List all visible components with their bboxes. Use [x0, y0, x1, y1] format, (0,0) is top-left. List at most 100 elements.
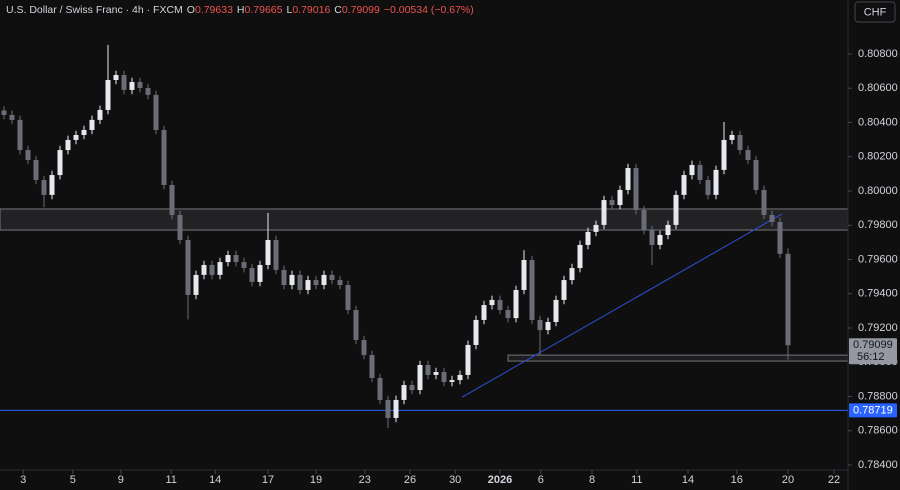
ohlc-label: O [187, 4, 195, 16]
candle-body [673, 194, 679, 225]
candle-body [457, 374, 463, 381]
candle-body [657, 235, 663, 245]
candle-body [513, 289, 519, 319]
y-tick-label: 0.79800 [858, 219, 898, 231]
candle-body [465, 344, 471, 375]
candle-body [297, 274, 303, 290]
support-zone [507, 354, 849, 362]
resistance-zone [0, 208, 849, 231]
candle-body [105, 79, 111, 110]
candle-body [17, 119, 23, 151]
candle-body [289, 274, 295, 286]
candle-body [161, 130, 167, 185]
plot-area [0, 44, 849, 429]
currency-button[interactable] [854, 1, 896, 23]
candle-body [201, 264, 207, 275]
ohlc-label: L [286, 4, 292, 16]
x-tick-label: 14 [209, 474, 221, 486]
candle-body [401, 385, 407, 400]
x-tick-label: 11 [631, 474, 642, 486]
candle-body [345, 285, 351, 311]
x-tick-label: 30 [449, 474, 461, 486]
change-label: −0.00534 (−0.67%) [384, 4, 474, 16]
y-tick-label: 0.79400 [858, 288, 898, 300]
candle-body [601, 200, 607, 225]
candle-body [273, 239, 279, 270]
candle-body [257, 264, 263, 282]
candle-body [209, 264, 215, 275]
x-tick-label: 20 [782, 474, 794, 486]
x-tick-label: 8 [589, 474, 595, 486]
candle-body [81, 130, 87, 135]
y-tick-label: 0.80200 [858, 151, 898, 163]
ohlc-value: 0.79665 [245, 4, 283, 16]
candle-body [97, 109, 103, 120]
y-tick-label: 0.79600 [858, 253, 898, 265]
candle-body [569, 268, 575, 281]
ohlc-value: 0.79099 [342, 4, 380, 16]
ohlc-label: H [237, 4, 245, 16]
x-tick-label: 26 [404, 474, 416, 486]
candle-body [561, 280, 567, 300]
x-tick-label: 2026 [488, 474, 512, 486]
candle-body [449, 380, 455, 382]
x-tick-label: 16 [731, 474, 743, 486]
candle-body [1, 110, 7, 115]
x-tick-label: 22 [828, 474, 840, 486]
currency-label: CHF [864, 6, 887, 18]
candle-body [417, 365, 423, 391]
candle-body [425, 365, 431, 375]
candle-body [521, 260, 527, 290]
x-tick-label: 19 [310, 474, 322, 486]
candle-body [217, 262, 223, 275]
candle-body [681, 175, 687, 195]
candle-body [585, 231, 591, 245]
candle-body [545, 322, 551, 331]
x-tick-label: 6 [538, 474, 544, 486]
candle-body [121, 75, 127, 90]
candle-body [689, 164, 695, 176]
candle-body [225, 255, 231, 263]
ohlc-value: 0.79633 [195, 4, 233, 16]
candle-body [713, 169, 719, 195]
y-tick-label: 0.78800 [858, 390, 898, 402]
y-tick-label: 0.80400 [858, 116, 898, 128]
candle-body [537, 319, 543, 331]
trendline [461, 213, 783, 398]
candle-body [753, 159, 759, 190]
candle-body [489, 299, 495, 306]
candle-body [633, 168, 639, 210]
candle-body [321, 274, 327, 286]
candle-body [705, 180, 711, 195]
candle-body [497, 299, 503, 311]
candle-body [441, 372, 447, 382]
candle-body [769, 214, 775, 222]
candle-body [233, 255, 239, 263]
level-label: 0.78719 [853, 404, 893, 416]
candle-body [641, 209, 647, 231]
candle-body [593, 224, 599, 232]
candle-body [505, 310, 511, 319]
x-tick-label: 11 [165, 474, 176, 486]
candle-body [193, 274, 199, 295]
candle-body [329, 274, 335, 281]
y-tick-label: 0.80600 [858, 82, 898, 94]
candle-body [9, 114, 15, 120]
x-tick-label: 17 [262, 474, 274, 486]
y-tick-label: 0.80800 [858, 48, 898, 60]
candle-body [697, 164, 703, 181]
candle-body [385, 399, 391, 418]
header: U.S. Dollar / Swiss Franc · 4h · FXCM O 0.… [6, 4, 474, 16]
candle-body [665, 224, 671, 235]
y-tick-label: 0.80000 [858, 185, 898, 197]
ohlc-value: 0.79016 [292, 4, 330, 16]
candle-body [529, 260, 535, 320]
candle-body [625, 168, 631, 190]
candle-body [577, 244, 583, 269]
candle-body [89, 119, 95, 131]
candle-body [761, 189, 767, 215]
candle-body [649, 230, 655, 245]
candle-body [241, 262, 247, 269]
candle-body [609, 200, 615, 206]
